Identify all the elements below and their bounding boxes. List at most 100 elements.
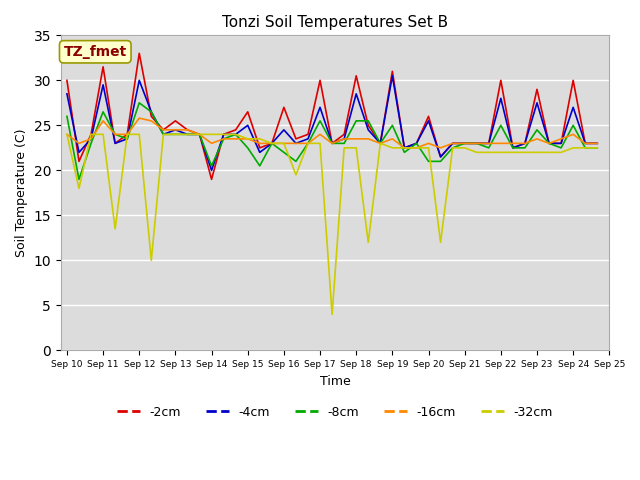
-8cm: [304, 141, 312, 146]
-16cm: [388, 136, 396, 142]
Line: -8cm: -8cm: [67, 103, 597, 180]
-32cm: [147, 257, 155, 263]
-16cm: [220, 136, 227, 142]
-8cm: [63, 113, 71, 119]
-32cm: [304, 141, 312, 146]
-16cm: [521, 141, 529, 146]
-8cm: [425, 158, 433, 164]
-32cm: [159, 132, 167, 137]
-16cm: [449, 141, 456, 146]
-32cm: [413, 145, 420, 151]
-32cm: [497, 149, 505, 155]
-16cm: [485, 141, 493, 146]
-4cm: [256, 149, 264, 155]
-4cm: [557, 141, 565, 146]
-2cm: [220, 132, 227, 137]
-4cm: [581, 141, 589, 146]
-8cm: [401, 149, 408, 155]
-2cm: [545, 141, 553, 146]
-2cm: [521, 141, 529, 146]
-16cm: [268, 141, 276, 146]
-16cm: [497, 141, 505, 146]
-2cm: [473, 141, 481, 146]
-32cm: [316, 141, 324, 146]
-32cm: [232, 132, 239, 137]
-8cm: [485, 145, 493, 151]
-8cm: [376, 141, 384, 146]
-16cm: [509, 141, 516, 146]
-2cm: [376, 141, 384, 146]
-32cm: [581, 145, 589, 151]
-4cm: [159, 132, 167, 137]
-16cm: [557, 136, 565, 142]
-8cm: [184, 132, 191, 137]
-2cm: [328, 141, 336, 146]
-4cm: [521, 141, 529, 146]
-4cm: [473, 141, 481, 146]
-16cm: [533, 136, 541, 142]
-4cm: [593, 141, 601, 146]
-32cm: [292, 172, 300, 178]
Title: Tonzi Soil Temperatures Set B: Tonzi Soil Temperatures Set B: [222, 15, 448, 30]
-16cm: [473, 141, 481, 146]
-16cm: [159, 127, 167, 133]
-8cm: [497, 122, 505, 128]
-32cm: [557, 149, 565, 155]
-16cm: [244, 136, 252, 142]
-4cm: [124, 136, 131, 142]
-4cm: [75, 149, 83, 155]
-2cm: [280, 105, 288, 110]
-2cm: [87, 132, 95, 137]
-4cm: [533, 100, 541, 106]
-4cm: [111, 141, 119, 146]
Legend: -2cm, -4cm, -8cm, -16cm, -32cm: -2cm, -4cm, -8cm, -16cm, -32cm: [112, 401, 558, 424]
-32cm: [208, 132, 216, 137]
-8cm: [413, 141, 420, 146]
-4cm: [509, 145, 516, 151]
-4cm: [353, 91, 360, 97]
-8cm: [292, 158, 300, 164]
-16cm: [172, 127, 179, 133]
-32cm: [99, 132, 107, 137]
-16cm: [545, 141, 553, 146]
-16cm: [436, 145, 444, 151]
-16cm: [256, 141, 264, 146]
-2cm: [111, 141, 119, 146]
-4cm: [136, 77, 143, 83]
-16cm: [111, 132, 119, 137]
-32cm: [388, 145, 396, 151]
-32cm: [280, 141, 288, 146]
-32cm: [111, 226, 119, 232]
-8cm: [87, 141, 95, 146]
-2cm: [413, 141, 420, 146]
-4cm: [232, 132, 239, 137]
-4cm: [497, 96, 505, 101]
-8cm: [220, 136, 227, 142]
-8cm: [268, 141, 276, 146]
-16cm: [316, 132, 324, 137]
Line: -32cm: -32cm: [67, 134, 597, 314]
-2cm: [268, 141, 276, 146]
-32cm: [196, 132, 204, 137]
-32cm: [545, 149, 553, 155]
-16cm: [147, 118, 155, 124]
-8cm: [533, 127, 541, 133]
-4cm: [292, 141, 300, 146]
-4cm: [172, 127, 179, 133]
-4cm: [461, 141, 468, 146]
-8cm: [172, 132, 179, 137]
-8cm: [353, 118, 360, 124]
-32cm: [570, 145, 577, 151]
-2cm: [533, 86, 541, 92]
-4cm: [63, 91, 71, 97]
-2cm: [256, 145, 264, 151]
-8cm: [364, 118, 372, 124]
-32cm: [244, 136, 252, 142]
-8cm: [99, 109, 107, 115]
-32cm: [136, 132, 143, 137]
-2cm: [570, 77, 577, 83]
-16cm: [353, 136, 360, 142]
-2cm: [136, 50, 143, 56]
-2cm: [99, 64, 107, 70]
-16cm: [401, 145, 408, 151]
